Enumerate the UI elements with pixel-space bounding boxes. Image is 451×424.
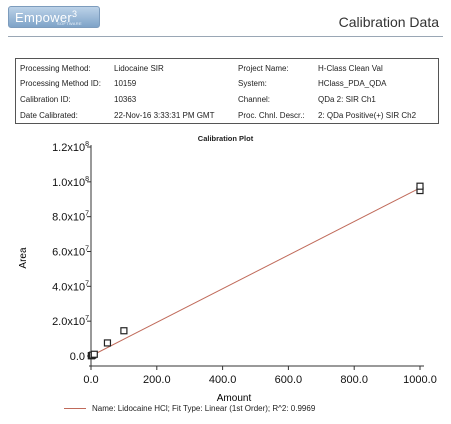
channel-label: Channel: (238, 95, 271, 104)
x-tick-label: 800.0 (340, 374, 368, 386)
y-tick-label: 6.0x107 (52, 246, 89, 259)
logo-text: Empower (15, 10, 73, 25)
system-value: HClass_PDA_QDA (318, 79, 387, 88)
y-tick-labels: 0.0 2.0x107 4.0x107 6.0x107 8.0x107 1.0x108 1.… (52, 141, 91, 363)
x-tick-label: 600.0 (275, 374, 303, 386)
channel-value: QDa 2: SIR Ch1 (318, 95, 376, 104)
x-tick-label: 200.0 (143, 374, 171, 386)
calibration-info-table: Processing Method: Lidocaine SIR Process… (15, 58, 439, 124)
x-tick-labels: 0.0 200.0 400.0 600.0 800.0 1000.0 (83, 366, 437, 386)
y-axis-label: Area (18, 247, 29, 269)
calibration-id-label: Calibration ID: (20, 95, 71, 104)
processing-method-id-value: 10159 (114, 79, 137, 88)
calibration-id-value: 10363 (114, 95, 137, 104)
logo-tagline: SOFTWARE (57, 21, 82, 26)
project-name-value: H-Class Clean Val (318, 64, 383, 73)
logo-superscript: 3 (72, 9, 78, 19)
legend-line-swatch (64, 408, 86, 410)
data-points (87, 182, 424, 360)
chart-legend: Name: Lidocaine HCl; Fit Type: Linear (1… (64, 404, 315, 413)
date-calibrated-label: Date Calibrated: (20, 111, 78, 120)
legend-text: Name: Lidocaine HCl; Fit Type: Linear (1… (92, 404, 316, 413)
data-point (90, 350, 98, 358)
fit-line (90, 187, 421, 357)
processing-method-label: Processing Method: (20, 64, 91, 73)
data-point (120, 327, 128, 335)
y-tick-label: 4.0x107 (52, 280, 89, 293)
y-tick-label: 1.0x108 (52, 176, 89, 189)
project-name-label: Project Name: (238, 64, 289, 73)
page-title: Calibration Data (338, 14, 439, 30)
processing-method-value: Lidocaine SIR (114, 64, 164, 73)
x-tick-label: 0.0 (83, 374, 98, 386)
y-tick-label: 8.0x107 (52, 211, 89, 224)
date-calibrated-value: 22-Nov-16 3:33:31 PM GMT (114, 111, 215, 120)
system-label: System: (238, 79, 267, 88)
chart-title: Calibration Plot (197, 134, 254, 143)
proc-chnl-descr-label: Proc. Chnl. Descr.: (238, 111, 305, 120)
proc-chnl-descr-value: 2: QDa Positive(+) SIR Ch2 (318, 111, 417, 120)
y-tick-label: 1.2x108 (52, 141, 89, 154)
x-axis-label: Amount (217, 393, 252, 404)
data-point (416, 182, 424, 190)
data-point (103, 339, 112, 347)
header-divider (8, 36, 443, 37)
y-tick-label: 0.0 (70, 351, 85, 363)
x-tick-label: 1000.0 (403, 374, 437, 386)
x-tick-label: 400.0 (209, 374, 237, 386)
empower-logo: Empower3 SOFTWARE (8, 6, 100, 28)
chart-axes (89, 145, 424, 367)
processing-method-id-label: Processing Method ID: (20, 79, 101, 88)
y-tick-label: 2.0x107 (52, 315, 89, 328)
